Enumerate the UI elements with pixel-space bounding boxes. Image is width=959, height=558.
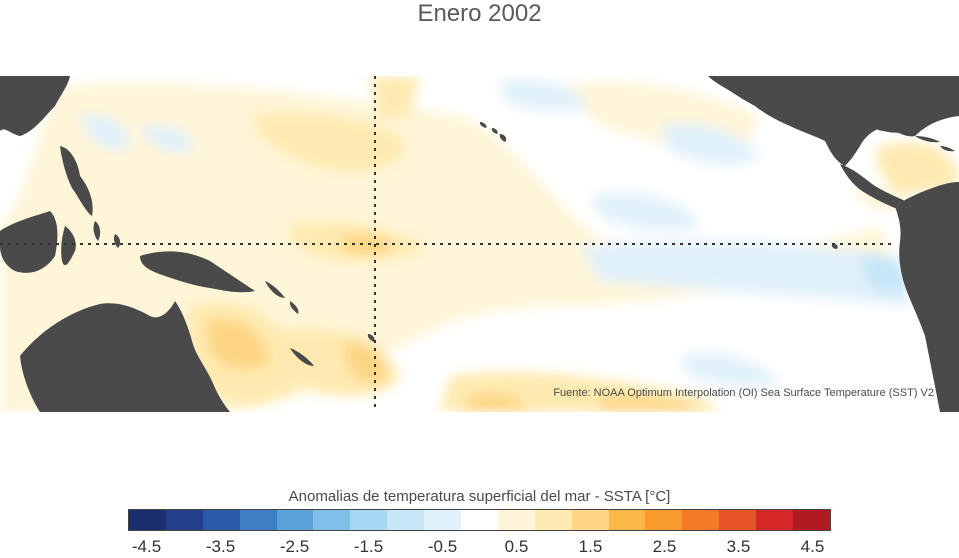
colorbar-tick-label: -2.5 <box>279 537 310 556</box>
colorbar-segment <box>424 510 462 530</box>
source-note: Fuente: NOAA Optimum Interpolation (OI) … <box>553 387 934 399</box>
colorbar-segment <box>793 510 830 530</box>
colorbar-tick-label: -0.5 <box>427 537 458 556</box>
colorbar-segment <box>313 510 351 530</box>
land-sulawesi <box>61 226 76 266</box>
colorbar-segment <box>202 510 240 530</box>
land-australia <box>20 301 230 412</box>
colorbar-segment <box>387 510 425 530</box>
landmasses <box>0 76 959 412</box>
colorbar-segment <box>497 510 535 530</box>
colorbar-segment <box>350 510 388 530</box>
anomaly-field <box>0 76 959 412</box>
land-new-caledonia <box>290 348 314 366</box>
colorbar-segment <box>608 510 646 530</box>
colorbar-segment <box>534 510 572 530</box>
land-hawaii <box>479 122 487 128</box>
colorbar-segment <box>276 510 314 530</box>
colorbar-tick-label: -4.5 <box>131 537 162 556</box>
colorbar-tick-label: -3.5 <box>205 537 236 556</box>
colorbar-tick-label: 3.5 <box>726 537 751 556</box>
colorbar-title: Anomalias de temperatura superficial del… <box>288 488 671 505</box>
colorbar-segment <box>461 510 498 530</box>
land-asia <box>0 76 70 136</box>
colorbar-ticks: -4.5 -3.5 -2.5 -1.5 -0.5 0.5 1.5 2.5 3.5 4.5 <box>0 538 959 558</box>
colorbar-tick-label: 2.5 <box>652 537 677 556</box>
colorbar-segment <box>239 510 277 530</box>
colorbar-segment <box>719 510 757 530</box>
reference-gridlines <box>0 76 895 412</box>
colorbar-tick-label: 1.5 <box>578 537 603 556</box>
chart-title: Enero 2002 <box>417 0 542 27</box>
colorbar <box>128 509 831 531</box>
land-new-guinea <box>140 251 255 293</box>
land-borneo <box>0 211 58 273</box>
colorbar-segment <box>129 510 166 530</box>
colorbar-tick-label: 0.5 <box>504 537 529 556</box>
colorbar-segment <box>756 510 794 530</box>
colorbar-tick-label: 4.5 <box>800 537 825 556</box>
land-north-america <box>708 76 959 166</box>
colorbar-tick-label: -1.5 <box>353 537 384 556</box>
colorbar-segment <box>165 510 203 530</box>
land-philippines <box>60 146 93 216</box>
land-central-america <box>840 164 920 215</box>
colorbar-segment <box>645 510 683 530</box>
sst-anomaly-map <box>0 76 959 412</box>
colorbar-segment <box>571 510 609 530</box>
land-south-america <box>895 182 959 412</box>
colorbar-segment <box>682 510 720 530</box>
